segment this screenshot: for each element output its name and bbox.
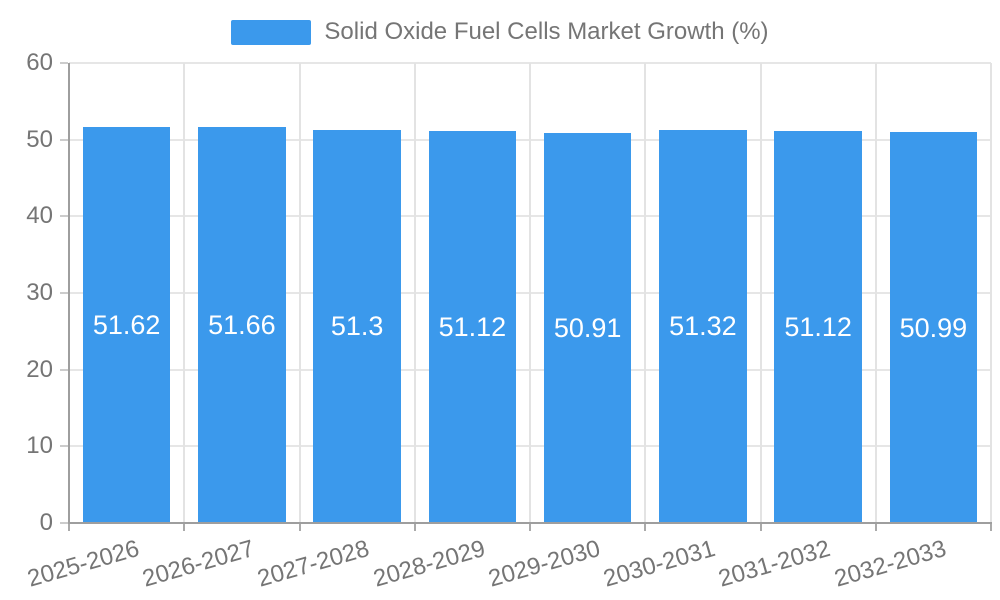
y-axis-tick bbox=[60, 368, 68, 371]
bar-value-label: 51.12 bbox=[784, 312, 852, 343]
y-tick-label: 10 bbox=[26, 432, 53, 460]
y-tick-label: 20 bbox=[26, 355, 53, 383]
gridline-vertical bbox=[644, 63, 647, 523]
bar-value-label: 51.12 bbox=[438, 312, 507, 343]
x-axis-tick bbox=[644, 523, 647, 531]
gridline-vertical bbox=[413, 63, 416, 523]
x-axis-tick bbox=[874, 523, 877, 531]
bar-value-label: 51.32 bbox=[669, 311, 737, 342]
x-tick-label: 2030-2031 bbox=[600, 535, 719, 593]
bar-value-label: 51.62 bbox=[92, 310, 161, 341]
y-tick-label: 0 bbox=[39, 509, 53, 536]
x-tick-label: 2027-2028 bbox=[254, 535, 373, 593]
x-axis-tick bbox=[759, 523, 762, 531]
gridline-vertical bbox=[990, 63, 992, 523]
legend-swatch-icon bbox=[231, 19, 312, 45]
bar-value-label: 51.66 bbox=[208, 309, 276, 340]
bar-value-label: 50.99 bbox=[899, 312, 968, 343]
y-axis-tick bbox=[60, 292, 68, 294]
y-axis-line bbox=[68, 63, 70, 524]
x-tick-label: 2028-2029 bbox=[370, 535, 488, 593]
x-tick-label: 2026-2027 bbox=[139, 535, 258, 593]
y-tick-label: 30 bbox=[26, 279, 53, 306]
gridline-vertical bbox=[759, 63, 762, 523]
x-tick-label: 2025-2026 bbox=[24, 535, 143, 593]
bar[interactable] bbox=[889, 132, 978, 523]
y-axis-tick bbox=[60, 215, 68, 218]
bar[interactable] bbox=[543, 132, 632, 523]
x-tick-label: 2032-2033 bbox=[831, 535, 949, 593]
y-axis-tick bbox=[60, 62, 68, 64]
gridline-vertical bbox=[874, 63, 877, 523]
bar[interactable] bbox=[774, 131, 862, 523]
bar[interactable] bbox=[82, 127, 171, 523]
x-tick-label: 2031-2032 bbox=[715, 535, 834, 593]
gridline-vertical bbox=[298, 63, 301, 523]
y-tick-label: 40 bbox=[26, 202, 53, 230]
x-axis-tick bbox=[298, 523, 301, 531]
y-axis-tick bbox=[60, 522, 68, 524]
bar[interactable] bbox=[428, 131, 517, 523]
x-axis-tick bbox=[183, 523, 186, 531]
x-axis-tick bbox=[529, 523, 531, 531]
bar-value-label: 50.91 bbox=[553, 312, 622, 343]
legend-item[interactable]: Solid Oxide Fuel Cells Market Growth (%) bbox=[0, 18, 1000, 46]
x-tick-label: 2029-2030 bbox=[485, 535, 604, 593]
x-axis-tick bbox=[68, 523, 70, 531]
x-axis-tick bbox=[990, 523, 992, 531]
y-axis-tick bbox=[60, 138, 68, 141]
bar[interactable] bbox=[198, 126, 286, 523]
x-axis-line bbox=[68, 522, 992, 524]
x-axis-tick bbox=[413, 523, 416, 531]
y-tick-label: 50 bbox=[26, 125, 53, 153]
bar[interactable] bbox=[313, 129, 401, 523]
gridline-vertical bbox=[183, 63, 186, 523]
legend-label: Solid Oxide Fuel Cells Market Growth (%) bbox=[324, 18, 769, 45]
y-tick-label: 60 bbox=[26, 49, 53, 76]
bar[interactable] bbox=[659, 129, 747, 523]
bar-value-label: 51.3 bbox=[330, 311, 384, 342]
y-axis-tick bbox=[60, 445, 68, 448]
gridline-vertical bbox=[529, 63, 531, 523]
